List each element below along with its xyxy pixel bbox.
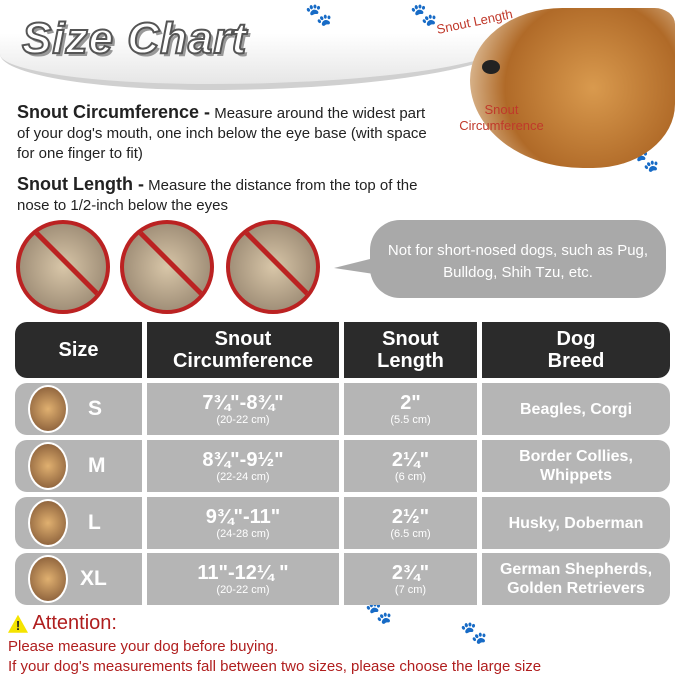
page-title: Size Chart: [21, 13, 248, 64]
header-length: Snout Length: [344, 322, 477, 378]
length-cm: (5.5 cm): [390, 413, 431, 426]
breed-cell: Beagles, Corgi: [482, 383, 670, 435]
warning-icon: !: [8, 614, 28, 633]
header-swoosh: [0, 0, 520, 90]
no-bulldog-icon: [120, 220, 214, 314]
attention-line: If your dog's measurements fall between …: [8, 658, 542, 675]
length-inches: 2¾": [391, 561, 430, 584]
dog-nose: [482, 60, 500, 74]
no-shih-tzu-icon: [226, 220, 320, 314]
breed-cell: German Shepherds, Golden Retrievers: [482, 553, 670, 605]
length-cm: (6 cm): [394, 470, 427, 483]
length-cell: 2¾" (7 cm): [344, 553, 477, 605]
circumference-cm: (20-22 cm): [216, 583, 270, 596]
instruction-text: Measure around the widest part of your d…: [17, 105, 427, 162]
breed-cell: Husky, Doberman: [482, 497, 670, 549]
attention-title: Attention:: [32, 612, 117, 634]
instruction-heading: Snout Length -: [17, 174, 144, 194]
breed-cell: Border Collies, Whippets: [482, 440, 670, 492]
circumference-cell: 11"-12¼ " (20-22 cm): [147, 553, 339, 605]
snout-circumference-label: Snout Circumference: [459, 102, 544, 133]
instruction-text: Measure the distance from the top of the…: [17, 177, 418, 214]
size-label: M: [88, 454, 106, 477]
short-nose-warning-bubble: Not for short-nosed dogs, such as Pug, B…: [370, 220, 666, 298]
size-label: L: [88, 511, 101, 534]
attention-line: Please measure your dog before buying.: [8, 638, 279, 655]
circumference-inches: 11"-12¼ ": [197, 561, 289, 584]
attention-heading: ! Attention:: [8, 612, 117, 635]
circumference-inches: 7¾"-8¾": [202, 391, 284, 414]
instruction-circumference: Snout Circumference - Measure around the…: [17, 102, 437, 164]
size-label: XL: [80, 567, 107, 590]
length-cell: 2" (5.5 cm): [344, 383, 477, 435]
length-cm: (6.5 cm): [390, 527, 431, 540]
circumference-cell: 8¾"-9½" (22-24 cm): [147, 440, 339, 492]
instruction-heading: Snout Circumference -: [17, 102, 211, 122]
golden-retriever-photo: [470, 8, 675, 168]
circumference-cell: 9¾"-11" (24-28 cm): [147, 497, 339, 549]
header-size: Size: [15, 322, 142, 378]
paw-icon: 🐾: [410, 2, 438, 27]
dog-avatar: [28, 385, 68, 433]
length-cell: 2¼" (6 cm): [344, 440, 477, 492]
circumference-cm: (24-28 cm): [216, 527, 270, 540]
dog-avatar: [28, 499, 68, 547]
dog-avatar: [28, 555, 68, 603]
instruction-length: Snout Length - Measure the distance from…: [17, 174, 437, 216]
length-inches: 2¼": [391, 448, 430, 471]
length-cm: (7 cm): [394, 583, 427, 596]
circumference-cm: (20-22 cm): [216, 413, 270, 426]
length-cell: 2½" (6.5 cm): [344, 497, 477, 549]
length-inches: 2": [400, 391, 421, 414]
no-pug-icon: [16, 220, 110, 314]
circumference-inches: 8¾"-9½": [202, 448, 284, 471]
size-label: S: [88, 397, 103, 420]
header-circumference: Snout Circumference: [147, 322, 339, 378]
header-breed: Dog Breed: [482, 322, 670, 378]
length-inches: 2½": [391, 505, 430, 528]
paw-icon: 🐾: [460, 620, 488, 645]
bubble-tail: [334, 258, 374, 274]
circumference-cm: (22-24 cm): [216, 470, 270, 483]
paw-icon: 🐾: [305, 2, 333, 27]
dog-avatar: [28, 442, 68, 490]
circumference-inches: 9¾"-11": [205, 505, 281, 528]
circumference-cell: 7¾"-8¾" (20-22 cm): [147, 383, 339, 435]
